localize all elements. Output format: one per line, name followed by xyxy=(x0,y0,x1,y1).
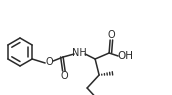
Text: O: O xyxy=(61,71,68,81)
Text: O: O xyxy=(45,57,53,67)
Text: NH: NH xyxy=(72,48,87,58)
Text: O: O xyxy=(107,30,115,40)
Text: OH: OH xyxy=(117,51,133,61)
